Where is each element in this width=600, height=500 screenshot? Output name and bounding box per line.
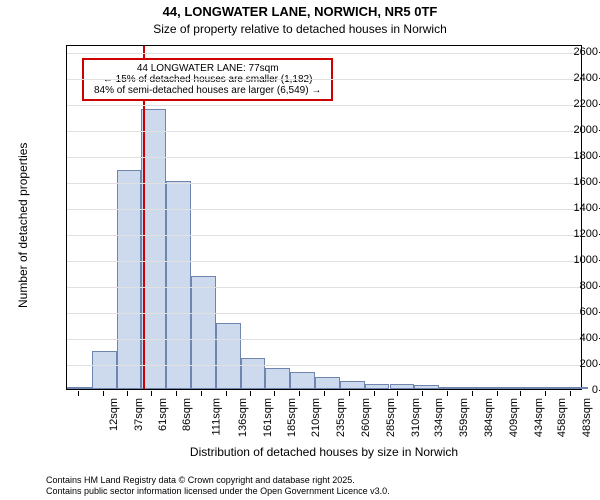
y-tick-label: 1400 <box>540 202 598 214</box>
histogram-bar <box>191 276 216 389</box>
gridline <box>67 157 581 158</box>
x-tick-label: 210sqm <box>311 398 323 437</box>
x-tick-mark <box>374 391 375 396</box>
gridline <box>67 287 581 288</box>
x-tick-mark <box>127 391 128 396</box>
x-tick-mark <box>349 391 350 396</box>
histogram-bar <box>216 323 241 389</box>
x-tick-mark <box>226 391 227 396</box>
x-tick-mark <box>520 391 521 396</box>
y-tick-label: 800 <box>540 280 598 292</box>
y-tick-label: 0 <box>540 384 598 396</box>
y-tick-label: 400 <box>540 332 598 344</box>
gridline <box>67 261 581 262</box>
y-tick-label: 200 <box>540 358 598 370</box>
gridline <box>67 339 581 340</box>
gridline <box>67 183 581 184</box>
x-tick-mark <box>422 391 423 396</box>
chart-subtitle: Size of property relative to detached ho… <box>0 22 600 36</box>
x-tick-mark <box>324 391 325 396</box>
histogram-bar <box>315 377 340 389</box>
x-tick-mark <box>299 391 300 396</box>
footer-line2: Contains public sector information licen… <box>46 486 390 496</box>
y-tick-label: 2400 <box>540 72 598 84</box>
x-tick-mark <box>201 391 202 396</box>
gridline <box>67 209 581 210</box>
x-tick-label: 483sqm <box>581 398 593 437</box>
y-tick-label: 1800 <box>540 150 598 162</box>
chart-title: 44, LONGWATER LANE, NORWICH, NR5 0TF <box>0 4 600 19</box>
x-tick-label: 384sqm <box>483 398 495 437</box>
y-tick-label: 1000 <box>540 254 598 266</box>
y-tick-label: 600 <box>540 306 598 318</box>
x-tick-mark <box>250 391 251 396</box>
annotation-line1: 44 LONGWATER LANE: 77sqm <box>94 63 321 74</box>
histogram-bar <box>464 387 489 389</box>
y-tick-label: 2000 <box>540 124 598 136</box>
x-axis-label: Distribution of detached houses by size … <box>66 445 582 459</box>
y-axis-label: Number of detached properties <box>16 142 30 307</box>
x-tick-mark <box>397 391 398 396</box>
footer-line1: Contains HM Land Registry data © Crown c… <box>46 475 355 485</box>
histogram-bar <box>365 384 390 389</box>
x-tick-mark <box>545 391 546 396</box>
x-tick-label: 86sqm <box>181 398 193 431</box>
x-tick-label: 310sqm <box>410 398 422 437</box>
x-tick-mark <box>497 391 498 396</box>
x-tick-label: 111sqm <box>211 398 223 436</box>
y-tick-label: 2200 <box>540 98 598 110</box>
histogram-bar <box>117 170 142 389</box>
x-tick-mark <box>274 391 275 396</box>
x-tick-mark <box>447 391 448 396</box>
x-tick-label: 185sqm <box>286 398 298 437</box>
histogram-bar <box>489 387 514 389</box>
gridline <box>67 235 581 236</box>
x-tick-mark <box>78 391 79 396</box>
x-tick-mark <box>103 391 104 396</box>
x-tick-label: 434sqm <box>533 398 545 437</box>
histogram-bar <box>414 385 439 389</box>
x-tick-mark <box>151 391 152 396</box>
gridline <box>67 79 581 80</box>
x-tick-label: 409sqm <box>508 398 520 437</box>
x-tick-label: 161sqm <box>262 398 274 437</box>
y-tick-label: 2600 <box>540 46 598 58</box>
annotation-line3: 84% of semi-detached houses are larger (… <box>94 85 321 96</box>
gridline <box>67 105 581 106</box>
x-tick-label: 37sqm <box>133 398 145 431</box>
x-tick-mark <box>472 391 473 396</box>
x-tick-label: 260sqm <box>360 398 372 437</box>
gridline <box>67 131 581 132</box>
x-tick-label: 285sqm <box>385 398 397 437</box>
histogram-bar <box>514 387 539 389</box>
histogram-bar <box>265 368 290 389</box>
y-tick-label: 1600 <box>540 176 598 188</box>
x-tick-label: 458sqm <box>557 398 569 437</box>
x-tick-label: 359sqm <box>458 398 470 437</box>
gridline <box>67 365 581 366</box>
x-tick-label: 136sqm <box>237 398 249 437</box>
histogram-bar <box>390 384 415 389</box>
x-tick-label: 61sqm <box>157 398 169 431</box>
histogram-bar <box>92 351 117 389</box>
x-tick-label: 334sqm <box>434 398 446 437</box>
histogram-bar <box>290 372 315 389</box>
gridline <box>67 313 581 314</box>
histogram-bar <box>67 387 92 389</box>
gridline <box>67 53 581 54</box>
histogram-bar <box>241 358 266 389</box>
x-tick-mark <box>570 391 571 396</box>
chart-container: 44, LONGWATER LANE, NORWICH, NR5 0TF Siz… <box>0 0 600 500</box>
histogram-bar <box>340 381 365 389</box>
x-tick-label: 12sqm <box>108 398 120 431</box>
y-tick-label: 1200 <box>540 228 598 240</box>
x-tick-mark <box>176 391 177 396</box>
histogram-bar <box>439 387 464 389</box>
x-tick-label: 235sqm <box>335 398 347 437</box>
histogram-bar <box>166 181 191 389</box>
plot-area: 44 LONGWATER LANE: 77sqm ← 15% of detach… <box>66 45 582 390</box>
